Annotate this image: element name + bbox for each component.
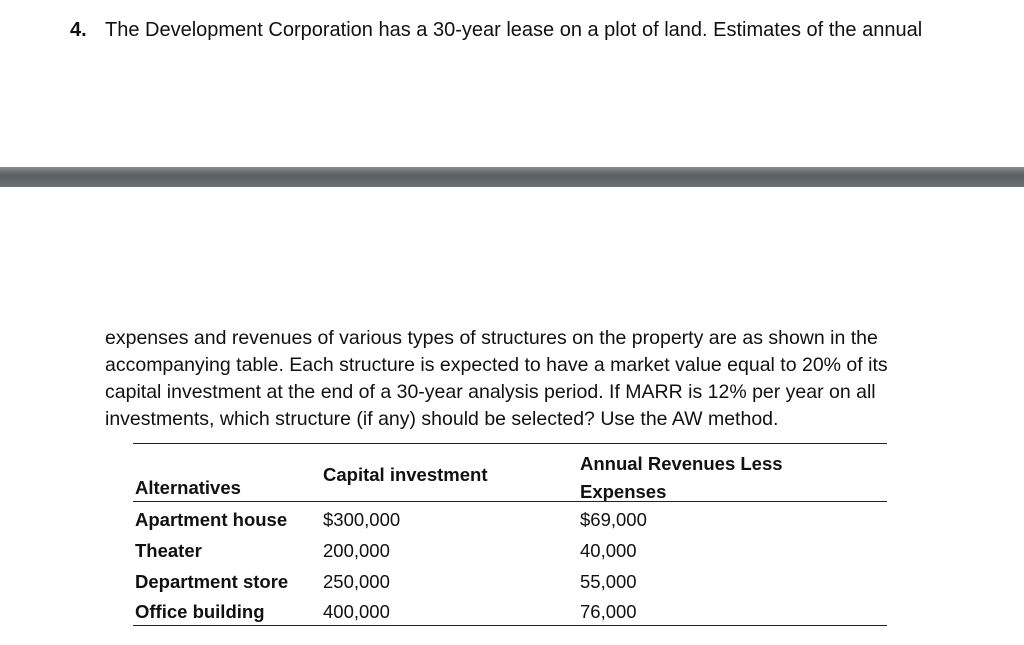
table-header: Alternatives: [135, 477, 241, 498]
page-divider: [0, 167, 1024, 187]
table-bottom-rule: [133, 625, 887, 626]
table-header-rule: [133, 501, 887, 502]
cell: 76,000: [580, 601, 637, 622]
problem-first-line: The Development Corporation has a 30-yea…: [105, 19, 923, 41]
problem-number: 4.: [70, 19, 87, 42]
number: 4.: [70, 19, 87, 41]
cell: $300,000: [323, 509, 401, 530]
paragraph-line: investments, which structure (if any) sh…: [105, 408, 779, 430]
cell: 200,000: [323, 540, 390, 561]
table-header: Annual Revenues Less Expenses: [580, 453, 783, 502]
cell: Department store: [135, 571, 289, 592]
cell: Office building: [135, 601, 265, 622]
cell: 40,000: [580, 540, 637, 561]
table-top-rule: [133, 443, 887, 444]
cell: 400,000: [323, 601, 390, 622]
paragraph-line: capital investment at the end of a 30-ye…: [105, 381, 876, 403]
cell: 250,000: [323, 571, 390, 592]
cell: 55,000: [580, 571, 637, 592]
table-header: Capital investment: [323, 464, 488, 485]
cell: $69,000: [580, 509, 647, 530]
paragraph-line: accompanying table. Each structure is ex…: [105, 354, 888, 376]
paragraph-line: expenses and revenues of various types o…: [105, 327, 878, 349]
cell: Apartment house: [135, 509, 288, 530]
cell: Theater: [135, 540, 202, 561]
